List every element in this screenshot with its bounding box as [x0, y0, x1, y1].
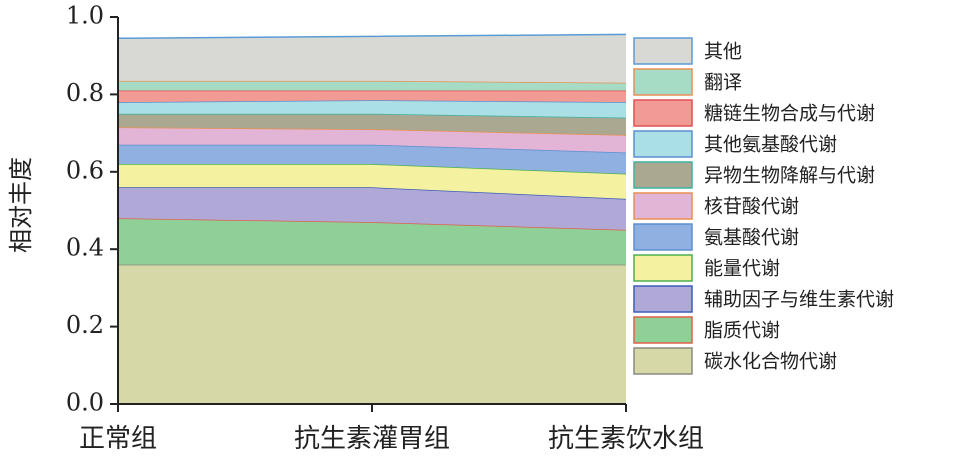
legend-label: 核苷酸代谢	[704, 196, 799, 218]
legend-swatch	[633, 68, 693, 96]
area	[118, 264, 626, 404]
legend-label: 其他氨基酸代谢	[704, 134, 837, 156]
legend-swatch	[633, 37, 693, 65]
x-tick-label: 正常组	[79, 424, 157, 454]
legend-swatch	[633, 223, 693, 251]
legend-swatch	[633, 347, 693, 375]
legend-swatch	[633, 254, 693, 282]
legend-label: 氨基酸代谢	[704, 227, 799, 249]
area	[118, 80, 626, 91]
y-tick-label: 0.2	[66, 311, 104, 339]
area	[118, 218, 626, 265]
legend-swatch	[633, 285, 693, 313]
area	[118, 100, 626, 118]
legend-swatch	[633, 316, 693, 344]
legend-label: 能量代谢	[704, 258, 780, 280]
area	[118, 34, 626, 83]
legend-swatch	[633, 192, 693, 220]
legend-swatch	[633, 99, 693, 127]
y-tick-label: 0.6	[66, 156, 104, 184]
legend-swatch	[633, 130, 693, 158]
legend-swatch	[633, 161, 693, 189]
x-tick-label: 抗生素饮水组	[548, 424, 704, 454]
legend-label: 辅助因子与维生素代谢	[704, 289, 894, 311]
y-axis-label: 相对丰度	[7, 157, 35, 253]
area-edge	[117, 33, 627, 40]
legend-label: 糖链生物合成与代谢	[704, 103, 875, 125]
legend-label: 碳水化合物代谢	[704, 351, 837, 373]
area	[118, 144, 626, 174]
legend-label: 其他	[704, 41, 742, 63]
y-tick-label: 1.0	[66, 2, 104, 30]
y-tick-label: 0.0	[66, 389, 104, 417]
area	[118, 127, 626, 153]
area	[118, 187, 626, 230]
legend-label: 翻译	[704, 72, 742, 94]
y-tick-label: 0.4	[66, 234, 104, 262]
area	[118, 164, 626, 199]
y-tick-label: 0.8	[66, 79, 104, 107]
area	[118, 113, 626, 136]
legend-label: 异物生物降解与代谢	[704, 165, 875, 187]
area	[118, 90, 626, 103]
x-tick-label: 抗生素灌胃组	[294, 424, 450, 454]
legend-label: 脂质代谢	[704, 320, 780, 342]
